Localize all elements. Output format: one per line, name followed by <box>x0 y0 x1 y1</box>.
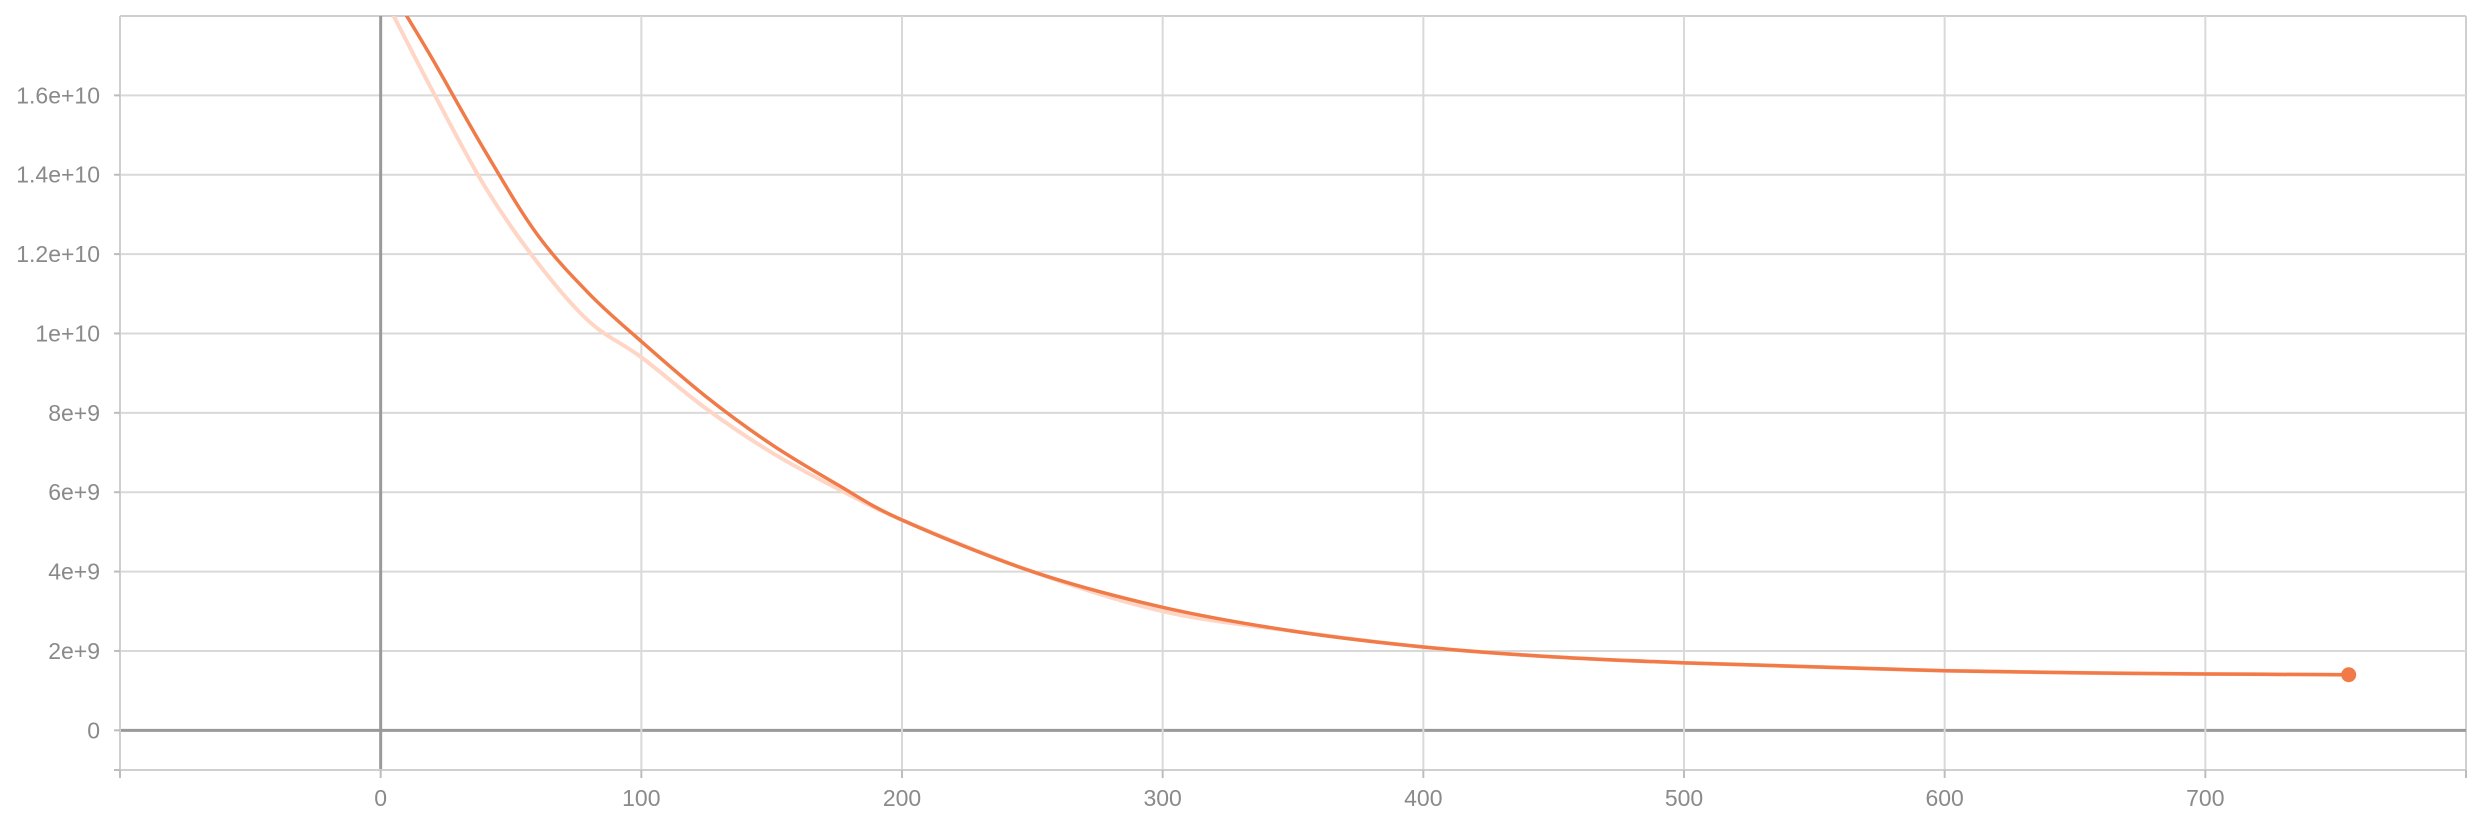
series-end-point <box>2341 667 2357 683</box>
x-tick-label: 500 <box>1665 785 1703 811</box>
y-tick-label: 1e+10 <box>35 320 100 346</box>
x-tick-label: 200 <box>883 785 921 811</box>
x-tick-label: 700 <box>2186 785 2224 811</box>
series-layer <box>391 16 2351 677</box>
y-tick-label: 6e+9 <box>48 479 100 505</box>
series-line-smoothed <box>404 16 2351 677</box>
y-tick-label: 4e+9 <box>48 559 100 585</box>
axes: 0 2e+9 4e+9 6e+9 8e+9 1e+10 1.2e+10 1.4e+10 1.6e… <box>16 16 2467 811</box>
y-tick-label: 1.6e+10 <box>16 82 100 108</box>
x-tick-label: 0 <box>374 785 387 811</box>
x-tick-label: 400 <box>1404 785 1442 811</box>
x-tick-label: 600 <box>1925 785 1963 811</box>
y-tick-label: 8e+9 <box>48 400 100 426</box>
y-tick-label: 1.2e+10 <box>16 241 100 267</box>
marker-layer <box>2341 667 2357 683</box>
series-line-raw <box>391 16 2351 677</box>
grid <box>120 15 2467 770</box>
x-tick-label: 300 <box>1143 785 1181 811</box>
y-tick-label: 1.4e+10 <box>16 162 100 188</box>
y-tick-label: 2e+9 <box>48 638 100 664</box>
y-tick-label: 0 <box>87 717 100 743</box>
x-tick-label: 100 <box>622 785 660 811</box>
